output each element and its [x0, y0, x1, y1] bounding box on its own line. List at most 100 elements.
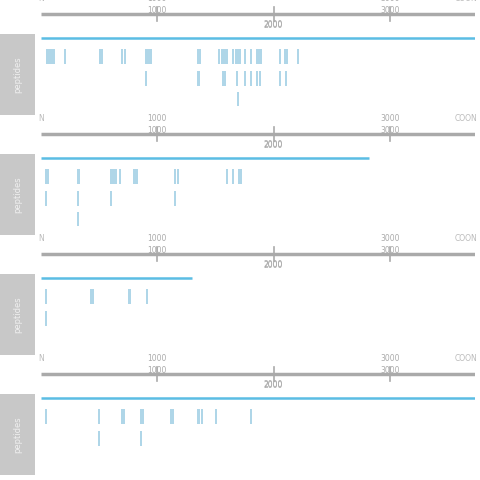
Bar: [114, 169, 116, 184]
Text: 3000: 3000: [380, 115, 400, 123]
Bar: [232, 169, 234, 184]
Text: peptides: peptides: [13, 56, 22, 93]
Text: 1000: 1000: [147, 126, 167, 135]
Bar: [119, 169, 121, 184]
Bar: [111, 169, 113, 184]
Bar: [172, 409, 174, 424]
Bar: [135, 169, 138, 184]
Bar: [112, 169, 114, 184]
Bar: [77, 212, 79, 226]
Bar: [170, 409, 172, 424]
Bar: [47, 169, 48, 184]
Bar: [259, 71, 261, 86]
Text: peptides: peptides: [13, 296, 22, 333]
Bar: [78, 169, 80, 184]
Bar: [123, 49, 126, 64]
Bar: [279, 49, 281, 64]
Bar: [133, 169, 135, 184]
Bar: [101, 49, 103, 64]
Bar: [115, 169, 117, 184]
Bar: [142, 409, 144, 424]
Bar: [215, 409, 216, 424]
Bar: [49, 49, 52, 64]
Bar: [77, 169, 79, 184]
Bar: [45, 169, 48, 184]
Bar: [250, 409, 252, 424]
Bar: [238, 169, 240, 184]
Bar: [237, 92, 239, 106]
Bar: [51, 49, 53, 64]
Bar: [239, 169, 241, 184]
Text: 1000: 1000: [147, 235, 167, 243]
Bar: [121, 409, 123, 424]
Bar: [224, 71, 226, 86]
Bar: [146, 289, 148, 304]
Bar: [109, 191, 112, 206]
Text: 2000: 2000: [264, 261, 283, 270]
Text: 2000: 2000: [264, 260, 283, 269]
Bar: [199, 49, 201, 64]
Text: 2000: 2000: [264, 140, 283, 149]
Text: 1000: 1000: [147, 6, 167, 15]
Text: 3000: 3000: [380, 6, 400, 15]
Bar: [45, 409, 48, 424]
Bar: [197, 49, 200, 64]
Bar: [258, 49, 260, 64]
Bar: [145, 71, 147, 86]
Bar: [140, 431, 142, 446]
Bar: [129, 289, 131, 304]
Bar: [90, 289, 93, 304]
Text: 2000: 2000: [264, 20, 283, 29]
Bar: [239, 49, 241, 64]
Text: 1000: 1000: [147, 366, 167, 375]
Bar: [123, 409, 125, 424]
Text: COON: COON: [455, 0, 478, 3]
Text: 3000: 3000: [380, 126, 400, 135]
Text: 3000: 3000: [380, 235, 400, 243]
Text: 2000: 2000: [264, 21, 283, 30]
Bar: [98, 431, 100, 446]
Text: 2000: 2000: [264, 381, 283, 390]
Bar: [45, 191, 48, 206]
Text: 2000: 2000: [264, 141, 283, 150]
Bar: [218, 49, 220, 64]
Bar: [147, 49, 149, 64]
Bar: [92, 289, 94, 304]
Bar: [222, 71, 224, 86]
Bar: [232, 49, 234, 64]
Bar: [224, 49, 226, 64]
Text: 3000: 3000: [380, 0, 400, 3]
Text: 1000: 1000: [147, 0, 167, 3]
Bar: [174, 191, 176, 206]
Text: 2000: 2000: [264, 380, 283, 389]
Text: N: N: [38, 114, 44, 123]
Bar: [244, 49, 246, 64]
Bar: [225, 49, 227, 64]
Bar: [250, 71, 252, 86]
Bar: [177, 169, 179, 184]
Bar: [286, 49, 288, 64]
Bar: [236, 71, 238, 86]
Bar: [149, 49, 151, 64]
Bar: [53, 49, 55, 64]
Bar: [109, 169, 112, 184]
Bar: [244, 71, 246, 86]
Bar: [221, 49, 223, 64]
Text: 1000: 1000: [147, 115, 167, 123]
Bar: [256, 49, 258, 64]
Bar: [113, 169, 115, 184]
Bar: [285, 49, 287, 64]
Bar: [145, 49, 147, 64]
Bar: [238, 49, 240, 64]
Bar: [226, 49, 228, 64]
Bar: [279, 71, 281, 86]
Text: 1000: 1000: [147, 354, 167, 363]
Bar: [99, 49, 101, 64]
Text: N: N: [38, 0, 44, 3]
Bar: [235, 49, 238, 64]
Text: 3000: 3000: [380, 354, 400, 363]
Bar: [98, 409, 100, 424]
Text: COON: COON: [455, 114, 478, 123]
Bar: [240, 169, 242, 184]
Bar: [140, 409, 142, 424]
